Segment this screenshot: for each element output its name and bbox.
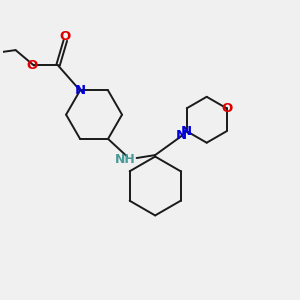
Text: O: O bbox=[221, 102, 232, 115]
Text: N: N bbox=[74, 84, 86, 97]
Text: O: O bbox=[60, 30, 71, 44]
Text: NH: NH bbox=[115, 153, 136, 166]
Text: O: O bbox=[27, 59, 38, 72]
Text: N: N bbox=[181, 125, 192, 138]
Text: N: N bbox=[176, 129, 187, 142]
